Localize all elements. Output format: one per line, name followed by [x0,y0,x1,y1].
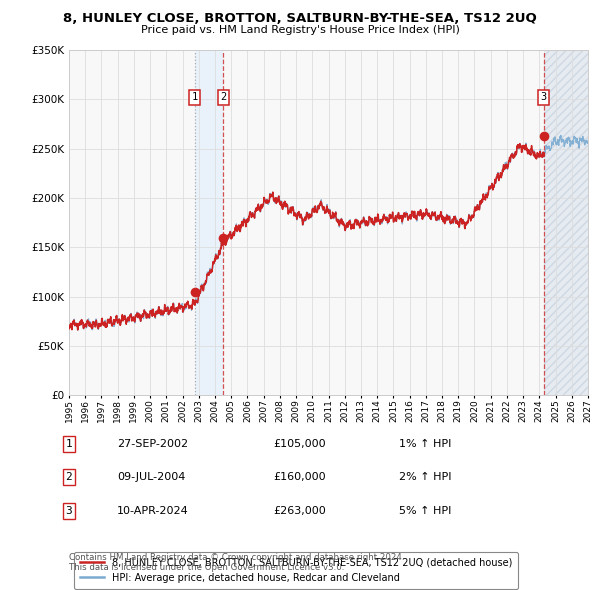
Text: 2: 2 [220,93,227,103]
Bar [544,50,588,395]
Text: 2: 2 [65,473,73,482]
Text: Contains HM Land Registry data © Crown copyright and database right 2024.: Contains HM Land Registry data © Crown c… [69,553,404,562]
Bar [194,50,223,395]
Text: Price paid vs. HM Land Registry's House Price Index (HPI): Price paid vs. HM Land Registry's House … [140,25,460,35]
Text: 1: 1 [65,439,73,448]
Text: 27-SEP-2002: 27-SEP-2002 [117,439,188,448]
Text: 09-JUL-2004: 09-JUL-2004 [117,473,185,482]
Legend: 8, HUNLEY CLOSE, BROTTON, SALTBURN-BY-THE-SEA, TS12 2UQ (detached house), HPI: A: 8, HUNLEY CLOSE, BROTTON, SALTBURN-BY-TH… [74,552,518,589]
Text: This data is licensed under the Open Government Licence v3.0.: This data is licensed under the Open Gov… [69,563,344,572]
Text: 1% ↑ HPI: 1% ↑ HPI [399,439,451,448]
Text: 10-APR-2024: 10-APR-2024 [117,506,189,516]
Text: £160,000: £160,000 [273,473,326,482]
Text: 1: 1 [191,93,197,103]
Text: £263,000: £263,000 [273,506,326,516]
Text: 5% ↑ HPI: 5% ↑ HPI [399,506,451,516]
Text: 2% ↑ HPI: 2% ↑ HPI [399,473,452,482]
Text: £105,000: £105,000 [273,439,326,448]
Text: 8, HUNLEY CLOSE, BROTTON, SALTBURN-BY-THE-SEA, TS12 2UQ: 8, HUNLEY CLOSE, BROTTON, SALTBURN-BY-TH… [63,12,537,25]
Text: 3: 3 [65,506,73,516]
Text: 3: 3 [541,93,547,103]
